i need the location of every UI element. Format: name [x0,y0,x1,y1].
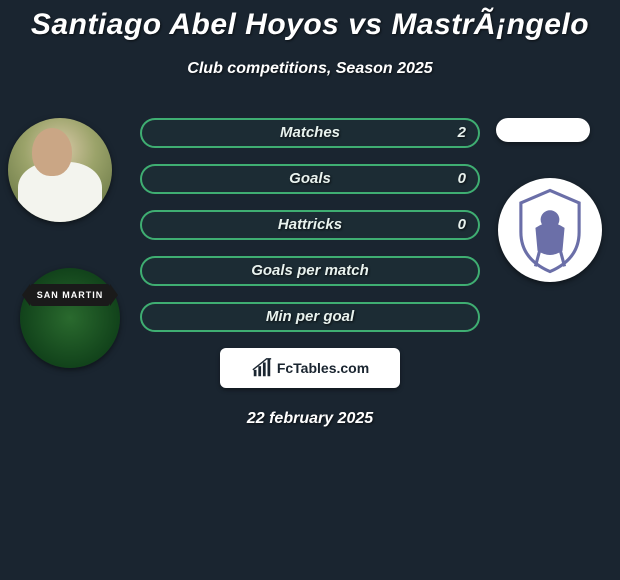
stat-row: Hattricks 0 [140,210,480,240]
stat-row: Matches 2 [140,118,480,148]
branding-badge[interactable]: FcTables.com [220,348,400,388]
shield-icon [498,178,602,282]
club-left-banner-text: SAN MARTIN [30,284,110,306]
stat-label: Goals [142,166,478,192]
stats-list: Matches 2 Goals 0 Hattricks 0 Goals per … [140,118,480,332]
bar-chart-icon [251,357,273,379]
stat-label: Hattricks [142,212,478,238]
club-right-badge [498,178,602,282]
stat-right-value: 0 [458,212,466,238]
stat-row: Goals 0 [140,164,480,194]
stat-row: Goals per match [140,256,480,286]
player-left-avatar [8,118,112,222]
subtitle: Club competitions, Season 2025 [0,60,620,78]
stat-label: Goals per match [142,258,478,284]
player-right-avatar [496,118,590,142]
stat-label: Min per goal [142,304,478,330]
page-title: Santiago Abel Hoyos vs MastrÃ¡ngelo [0,0,620,42]
content-area: SAN MARTIN Matches 2 Goals 0 Hattricks 0 [0,118,620,428]
date-text: 22 february 2025 [0,410,620,428]
stat-right-value: 0 [458,166,466,192]
stat-right-value: 2 [458,120,466,146]
club-left-badge: SAN MARTIN [20,268,120,368]
branding-text: FcTables.com [277,360,369,376]
stat-label: Matches [142,120,478,146]
stat-row: Min per goal [140,302,480,332]
